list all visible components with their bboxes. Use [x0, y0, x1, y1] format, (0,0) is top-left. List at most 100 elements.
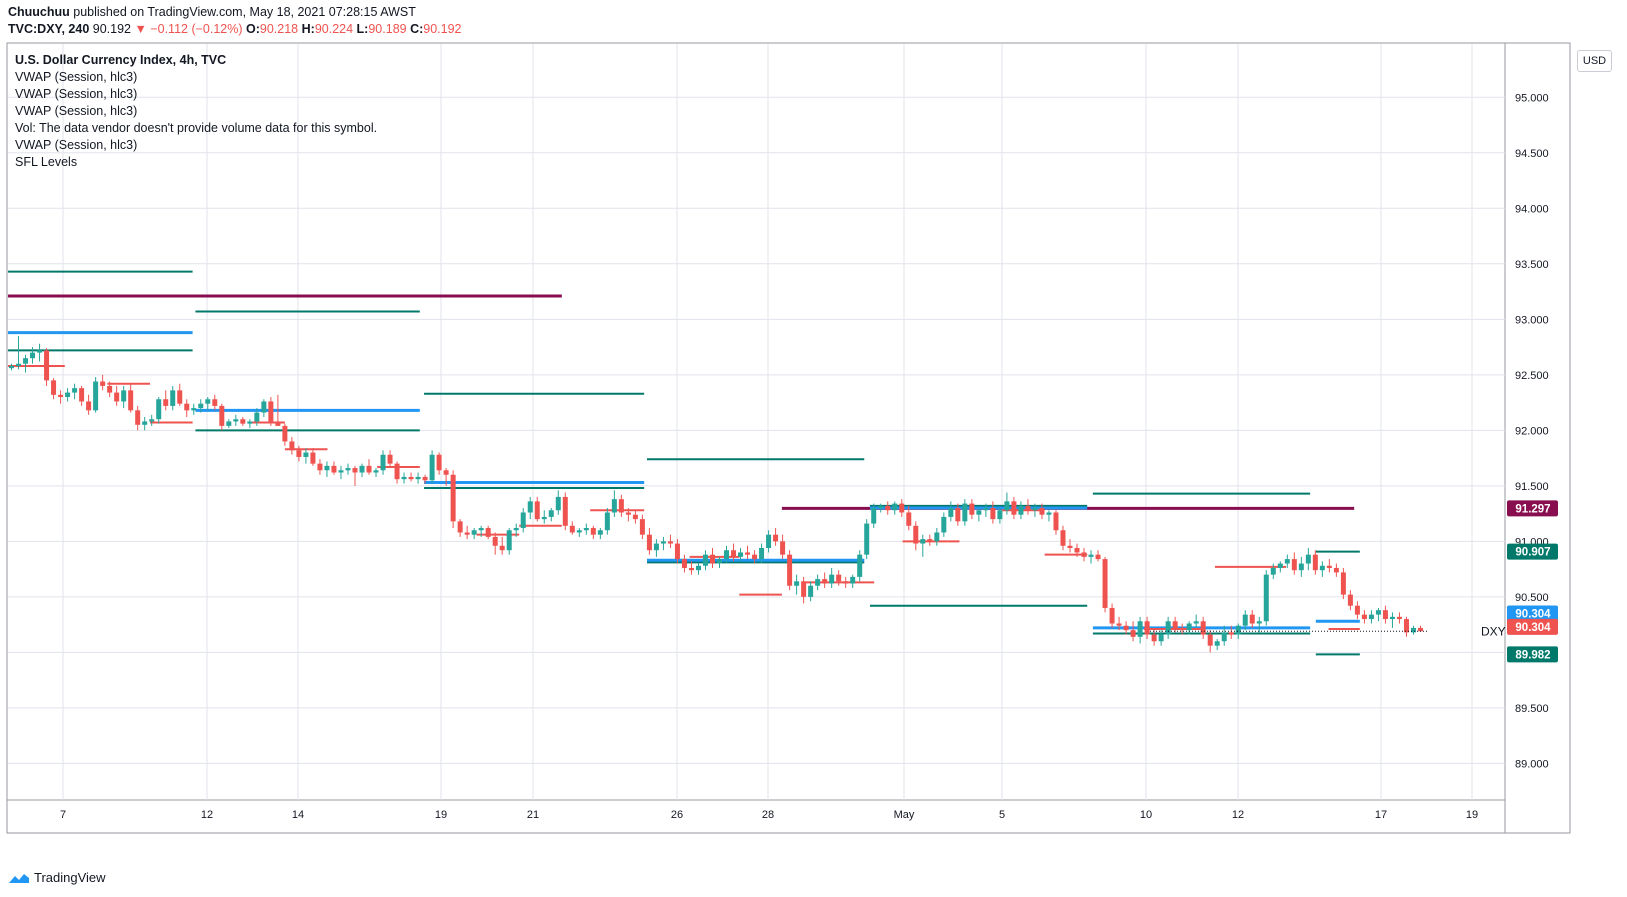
candle-body [794, 581, 800, 586]
candle-body [464, 532, 470, 535]
y-tick-label: 91.500 [1515, 481, 1549, 493]
legend-vwap-4: VWAP (Session, hlc3) [15, 138, 138, 152]
candle-body [1270, 567, 1276, 575]
close-value: 90.192 [423, 22, 462, 36]
candle-body [1319, 565, 1325, 571]
legend-sfl-levels: SFL Levels [15, 155, 78, 169]
y-tick-label: 89.500 [1515, 703, 1549, 715]
candle-body [1046, 512, 1052, 515]
candle-body [310, 452, 316, 464]
x-tick-label: 5 [999, 809, 1005, 821]
legend-vwap-3: VWAP (Session, hlc3) [15, 104, 138, 118]
legend-title: U.S. Dollar Currency Index, 4h, TVC [15, 53, 227, 67]
candle-body [205, 399, 211, 404]
y-tick-label: 90.500 [1515, 592, 1549, 604]
candle-body [86, 401, 92, 411]
candle-body [639, 519, 645, 535]
publish-info: published on TradingView.com, May 18, 20… [69, 5, 416, 19]
price-label: 90.304 [1515, 608, 1551, 620]
candle-body [766, 534, 772, 548]
candle-body [1060, 530, 1066, 546]
price-change: ▼ −0.112 (−0.12%) [134, 22, 243, 36]
candle-body [1417, 627, 1423, 632]
brand-name: TradingView [34, 870, 106, 885]
price-label-box [1507, 605, 1558, 622]
price-label-box [1507, 500, 1558, 517]
candle-body [745, 552, 751, 555]
currency-button[interactable]: USD [1577, 50, 1612, 72]
legend-vwap-2: VWAP (Session, hlc3) [15, 87, 138, 101]
candle-body [282, 425, 288, 442]
candle-body [1151, 634, 1157, 642]
candle-body [906, 512, 912, 526]
candle-body [65, 392, 71, 398]
candle-body [1158, 634, 1164, 642]
x-tick-label: 14 [292, 809, 304, 821]
y-tick-label: 89.000 [1515, 758, 1549, 770]
candle-body [44, 350, 50, 381]
candle-body [261, 401, 267, 413]
candle-body [1200, 621, 1206, 635]
candle-body [457, 521, 463, 533]
legend-volume: Vol: The data vendor doesn't provide vol… [15, 121, 378, 135]
candle-body [401, 476, 407, 480]
candle-body [408, 476, 414, 480]
candle-body [773, 534, 779, 542]
candle-body [702, 554, 708, 566]
candle-body [864, 523, 870, 555]
candle-body [156, 399, 162, 420]
candle-body [1193, 621, 1199, 624]
candle-body [569, 525, 575, 533]
candle-body [611, 499, 617, 513]
close-label: C: [410, 22, 424, 36]
candle-body [976, 510, 982, 515]
candle-body [934, 532, 940, 542]
candle-body [948, 508, 954, 517]
candle-body [1277, 563, 1283, 568]
candle-body [30, 352, 36, 359]
candle-body [72, 388, 78, 393]
candle-body [829, 574, 835, 584]
candle-body [618, 499, 624, 513]
candle-body [878, 505, 884, 509]
candle-body [850, 576, 856, 584]
candle-body [331, 465, 337, 473]
candle-body [163, 399, 169, 406]
x-tick-label: 28 [762, 809, 774, 821]
y-tick-label: 94.000 [1515, 203, 1549, 215]
candle-body [1396, 616, 1402, 620]
y-tick-label: 93.000 [1515, 314, 1549, 326]
candle-body [100, 381, 106, 386]
price-label-box [1507, 543, 1558, 560]
candle-body [478, 528, 484, 531]
candle-body [780, 541, 786, 555]
footer-brand[interactable]: TradingView [8, 870, 106, 885]
candle-body [717, 559, 723, 564]
candle-body [899, 503, 905, 513]
candle-body [843, 581, 849, 584]
x-tick-label: 19 [1466, 809, 1478, 821]
candle-body [520, 512, 526, 529]
candle-body [240, 419, 246, 424]
candle-body [499, 545, 505, 551]
x-tick-label: 26 [671, 809, 683, 821]
candle-body [709, 554, 715, 564]
candle-body [583, 528, 589, 531]
x-tick-label: 7 [60, 809, 66, 821]
candle-body [296, 450, 302, 457]
candle-body [1123, 625, 1129, 631]
candle-body [352, 468, 358, 473]
candle-body [1326, 565, 1332, 568]
candle-body [822, 579, 828, 584]
candle-body [254, 412, 260, 422]
candle-body [1186, 623, 1192, 631]
candle-body [913, 525, 919, 544]
candle-body [1312, 554, 1318, 571]
candle-body [1410, 627, 1416, 633]
candle-body [1074, 548, 1080, 553]
candle-body [1179, 627, 1185, 631]
candle-body [752, 554, 758, 560]
open-value: 90.218 [259, 22, 299, 36]
candle-body [653, 543, 659, 551]
